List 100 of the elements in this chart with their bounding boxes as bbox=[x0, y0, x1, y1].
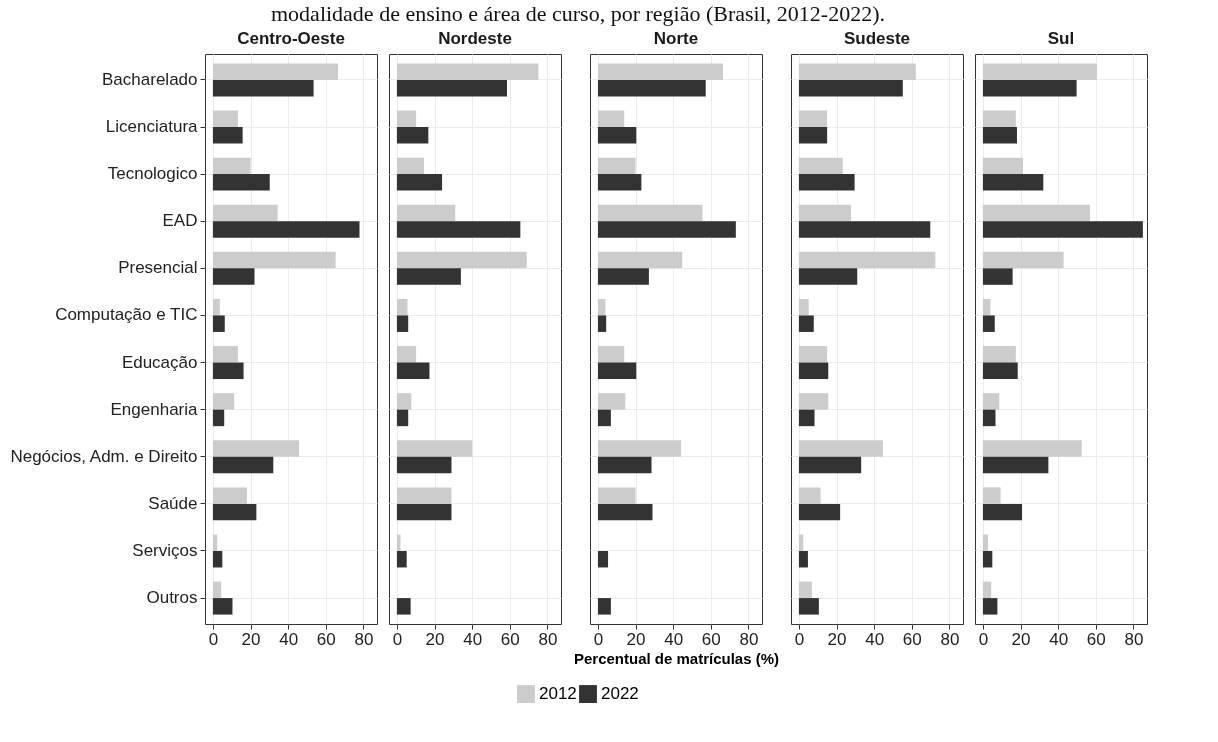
bar bbox=[396, 251, 527, 269]
bar bbox=[597, 157, 636, 175]
bar bbox=[597, 409, 611, 427]
bar bbox=[212, 79, 314, 97]
x-tick-label: 20 bbox=[1011, 629, 1031, 649]
x-tick-label: 80 bbox=[354, 629, 374, 649]
bar bbox=[982, 440, 1082, 457]
bar bbox=[798, 456, 862, 474]
bar bbox=[212, 393, 235, 410]
bar bbox=[597, 110, 625, 128]
x-tick-label: 20 bbox=[425, 629, 445, 649]
bar bbox=[597, 487, 636, 504]
bar bbox=[597, 204, 703, 222]
bar bbox=[212, 503, 257, 521]
bar bbox=[212, 268, 255, 285]
y-tick-label: Bacharelado bbox=[102, 69, 198, 89]
x-tick-label: 0 bbox=[593, 629, 604, 649]
y-tick-label: Educação bbox=[121, 352, 198, 372]
y-tick-label: EAD bbox=[162, 211, 198, 231]
x-tick-label: 60 bbox=[316, 629, 336, 649]
bar bbox=[396, 487, 452, 504]
bar bbox=[212, 315, 225, 332]
bar bbox=[212, 440, 300, 457]
x-tick-label: 20 bbox=[626, 629, 646, 649]
x-tick-label: 0 bbox=[794, 629, 805, 649]
y-tick-label: Outros bbox=[146, 588, 198, 608]
bar bbox=[798, 534, 804, 551]
bar bbox=[212, 251, 336, 269]
bar bbox=[597, 362, 637, 380]
bar bbox=[396, 79, 507, 97]
bar bbox=[798, 362, 829, 380]
bar bbox=[396, 315, 409, 332]
bar bbox=[798, 298, 809, 316]
bar bbox=[982, 346, 1016, 363]
bar bbox=[982, 174, 1044, 191]
bar bbox=[798, 409, 815, 427]
bar bbox=[396, 440, 473, 457]
x-tick-label: 80 bbox=[538, 629, 558, 649]
y-tick-label: Computação e TIC bbox=[55, 305, 198, 325]
bar bbox=[982, 456, 1049, 474]
bar bbox=[982, 503, 1023, 521]
legend-label: 2022 bbox=[601, 684, 639, 704]
bar bbox=[982, 127, 1017, 144]
bar bbox=[597, 440, 682, 457]
bar bbox=[798, 174, 855, 191]
bar bbox=[396, 221, 521, 238]
bar bbox=[798, 346, 828, 363]
bar bbox=[982, 409, 996, 427]
x-tick-label: 60 bbox=[902, 629, 922, 649]
bar bbox=[982, 487, 1001, 504]
x-tick-label: 40 bbox=[463, 629, 483, 649]
chart-title: Centro-Oeste bbox=[237, 29, 345, 48]
bar bbox=[597, 298, 606, 316]
bar bbox=[396, 550, 407, 568]
y-tick-label: Negócios, Adm. e Direito bbox=[10, 446, 198, 466]
bar bbox=[396, 409, 409, 427]
bar bbox=[798, 79, 903, 97]
bar bbox=[982, 268, 1013, 285]
x-tick-label: 40 bbox=[664, 629, 684, 649]
bar bbox=[798, 503, 841, 521]
bar bbox=[396, 346, 417, 363]
bar bbox=[597, 598, 611, 615]
bar bbox=[597, 79, 706, 97]
bar bbox=[982, 362, 1018, 380]
bar bbox=[396, 157, 424, 175]
bar bbox=[396, 456, 452, 474]
bar bbox=[212, 456, 274, 474]
y-tick-label: Saúde bbox=[148, 493, 198, 513]
bar bbox=[212, 298, 220, 316]
bar bbox=[798, 251, 936, 269]
legend-label: 2012 bbox=[539, 684, 577, 704]
bar bbox=[396, 393, 412, 410]
bar bbox=[798, 157, 843, 175]
x-tick-label: 40 bbox=[279, 629, 299, 649]
bar bbox=[212, 550, 223, 568]
bar bbox=[982, 79, 1077, 97]
bar bbox=[982, 221, 1143, 238]
bar bbox=[597, 268, 649, 285]
bar bbox=[396, 362, 430, 380]
bar bbox=[396, 63, 539, 80]
bar bbox=[212, 534, 218, 551]
bar bbox=[212, 204, 278, 222]
x-tick-label: 80 bbox=[940, 629, 960, 649]
bar bbox=[982, 298, 991, 316]
chart-title: Sul bbox=[1047, 29, 1075, 48]
bar bbox=[597, 393, 626, 410]
y-tick-label: Licenciatura bbox=[105, 117, 199, 137]
bar bbox=[212, 157, 251, 175]
bar bbox=[396, 598, 411, 615]
bar bbox=[212, 487, 247, 504]
bar bbox=[798, 204, 852, 222]
bar bbox=[597, 63, 724, 80]
y-tick-label: Tecnologico bbox=[107, 164, 198, 184]
bar bbox=[798, 268, 858, 285]
x-tick-label: 60 bbox=[500, 629, 520, 649]
x-tick-label: 0 bbox=[978, 629, 989, 649]
bar bbox=[982, 204, 1090, 222]
chart-title: Sudeste bbox=[843, 29, 911, 48]
bar bbox=[396, 204, 456, 222]
bar bbox=[798, 487, 821, 504]
